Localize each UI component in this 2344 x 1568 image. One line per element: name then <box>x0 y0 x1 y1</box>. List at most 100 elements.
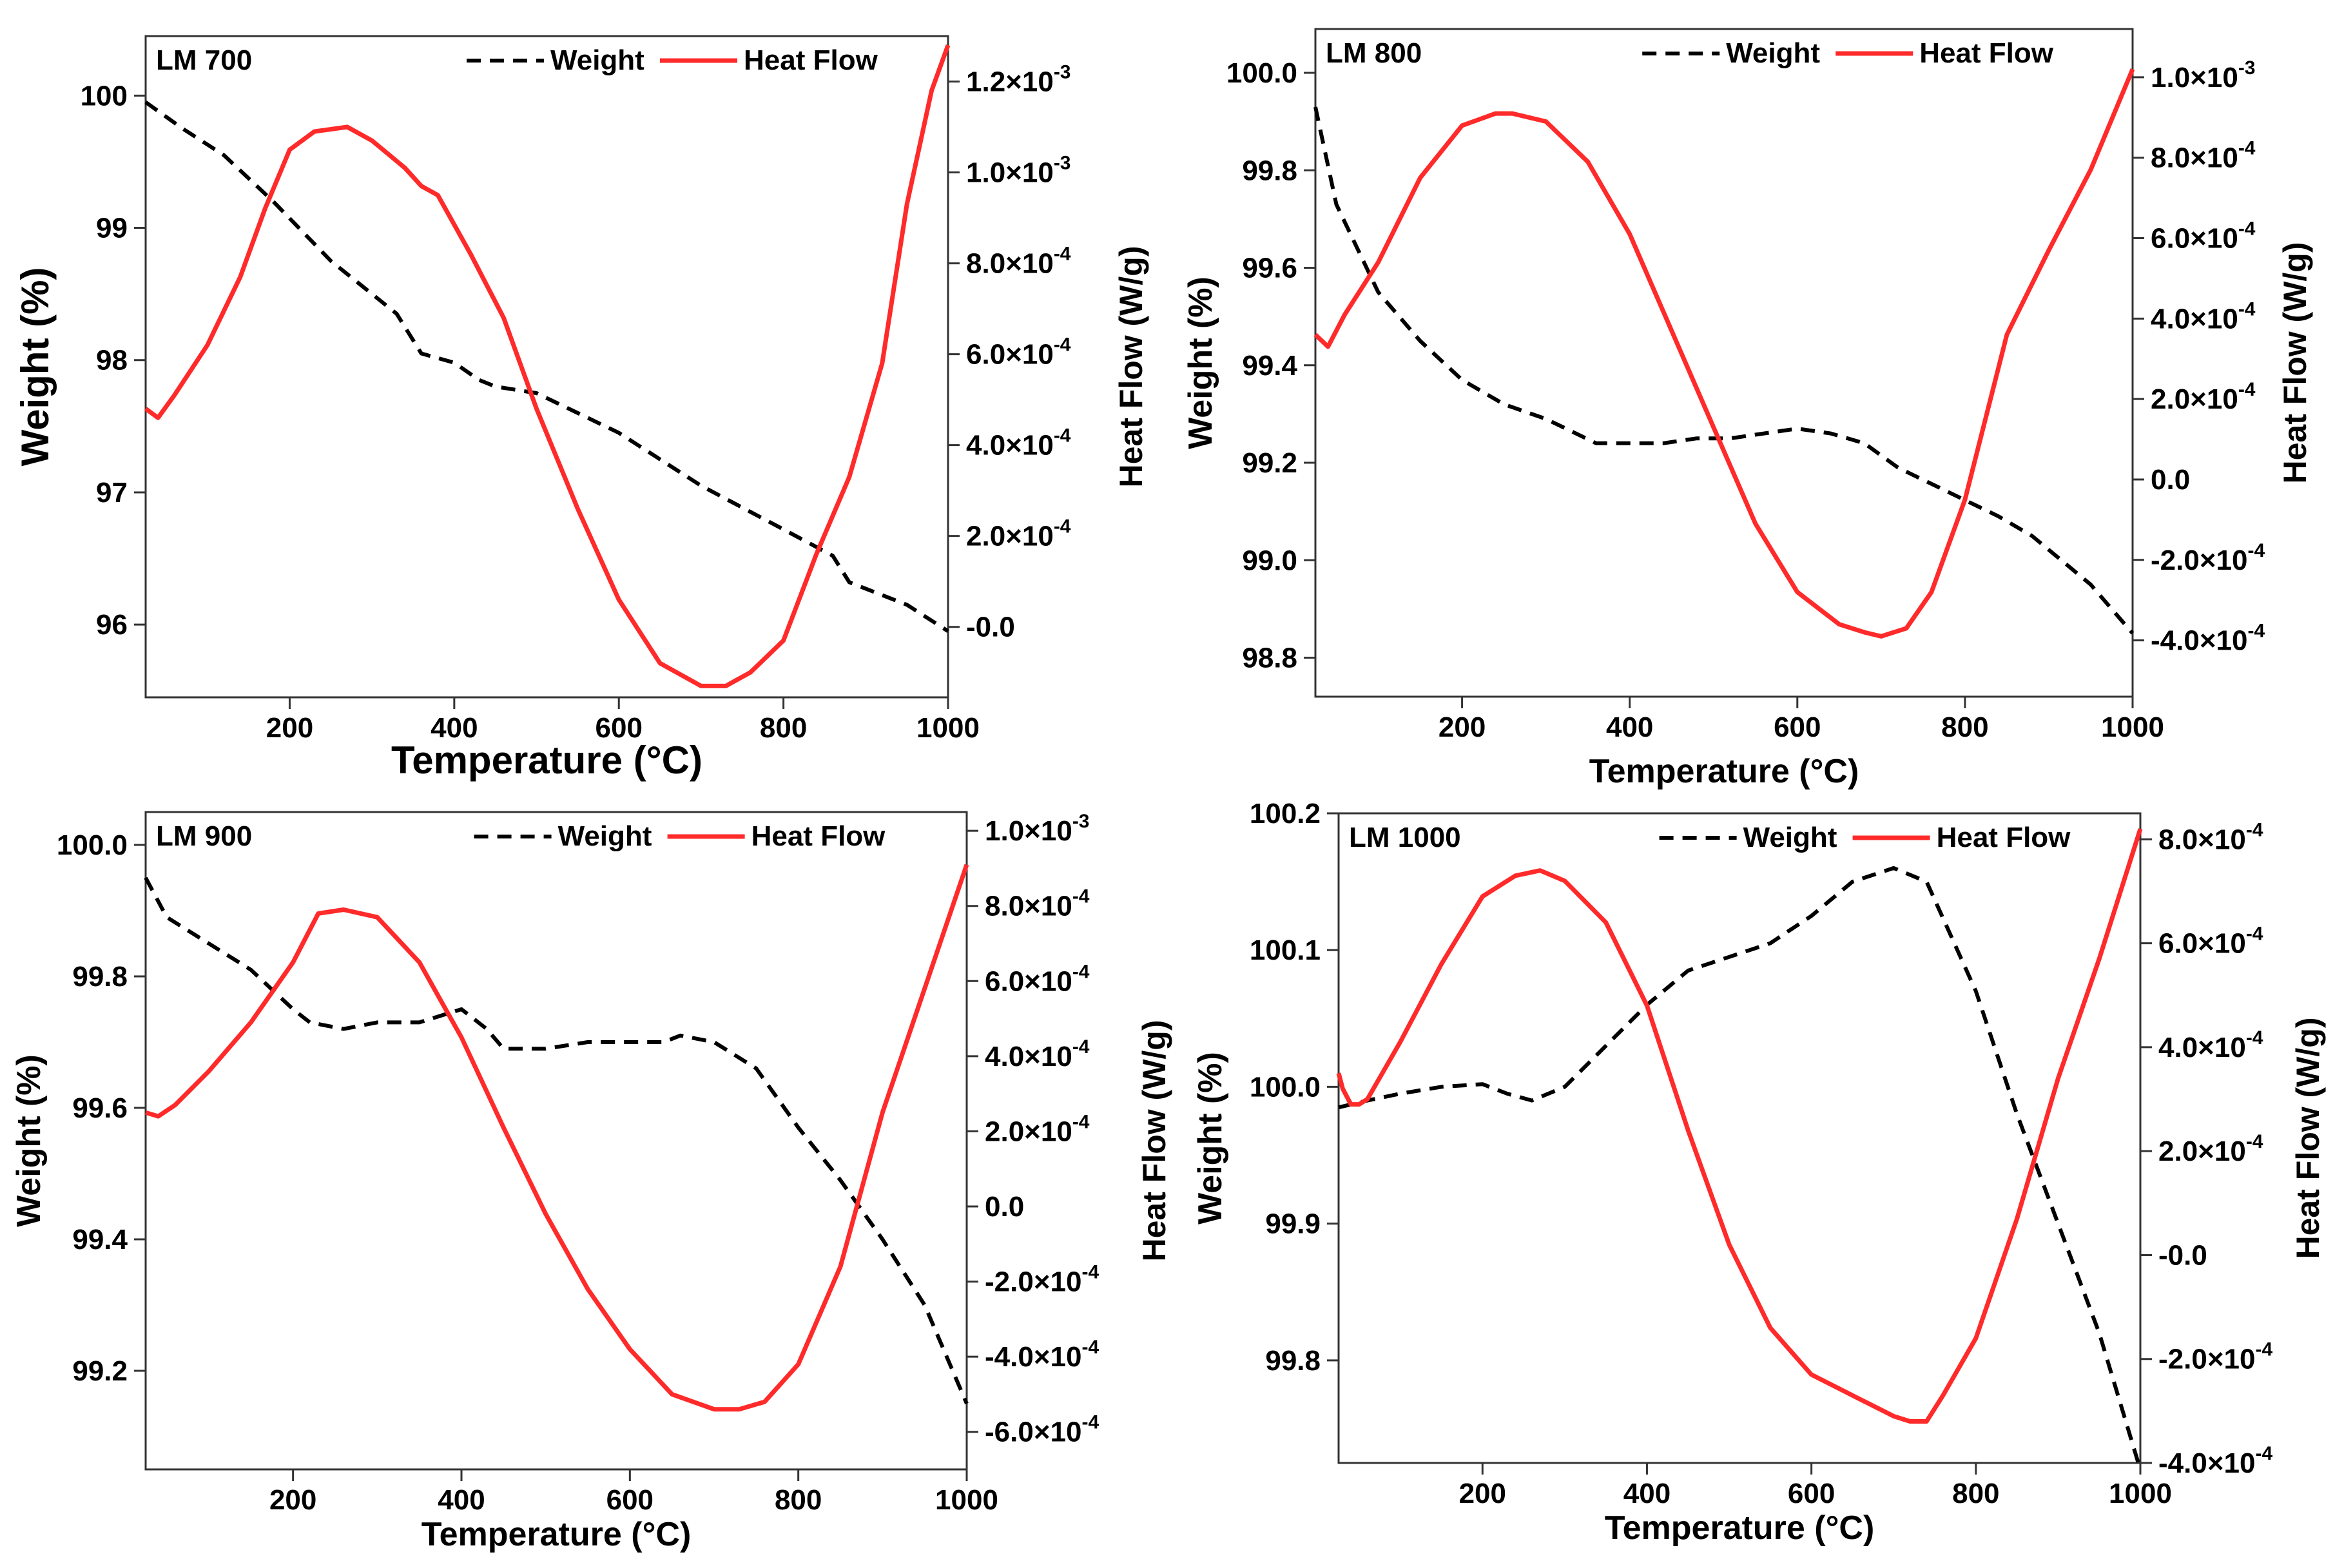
x-tick-label: 600 <box>606 1484 654 1516</box>
y-right-axis-label: Heat Flow (W/g) <box>2277 242 2313 484</box>
y-right-tick-mantissa: 8.0×10 <box>2158 824 2246 855</box>
heat-flow-series-line <box>144 44 951 688</box>
x-tick-label: 400 <box>438 1484 485 1516</box>
y-right-tick-exponent: -4 <box>2238 138 2256 159</box>
y-left-tick-label: 98.8 <box>1242 643 1297 674</box>
y-right-tick-label: 1.0×10-3 <box>966 153 1071 189</box>
y-left-axis-label: Weight (%) <box>10 1054 48 1227</box>
y-right-tick-exponent: -4 <box>2246 1027 2263 1049</box>
weight-series-line <box>1338 866 2142 1471</box>
y-right-tick-exponent: -4 <box>2238 379 2256 400</box>
x-axis-label: Temperature (°C) <box>1605 1509 1875 1547</box>
y-right-tick-exponent: -3 <box>2238 57 2256 79</box>
plot-frame <box>144 811 968 1471</box>
y-right-tick-label: 4.0×10-4 <box>2151 298 2256 334</box>
y-right-tick-exponent: -4 <box>1054 425 1071 447</box>
x-tick-label: 800 <box>775 1484 822 1516</box>
legend-weight-label: Weight <box>550 44 644 76</box>
y-right-tick-mantissa: 2.0×10 <box>966 521 1054 552</box>
x-axis-label: Temperature (°C) <box>391 739 702 782</box>
y-left-tick-label: 99.2 <box>1242 447 1297 479</box>
y-left-tick-label: 96 <box>96 609 128 641</box>
y-right-tick-mantissa: 0.0 <box>985 1191 1024 1223</box>
y-right-tick-label: 8.0×10-4 <box>2158 819 2263 855</box>
panel-label: LM 800 <box>1326 37 1422 69</box>
y-right-tick-mantissa: 6.0×10 <box>966 339 1054 371</box>
x-tick-label: 800 <box>1941 711 1988 743</box>
legend-weight-label: Weight <box>1743 822 1837 853</box>
y-right-tick-mantissa: -2.0×10 <box>985 1266 1081 1298</box>
panel-label: LM 700 <box>156 44 252 76</box>
panel-label: LM 900 <box>156 820 252 852</box>
y-right-tick-exponent: -4 <box>2246 924 2263 945</box>
y-right-tick-label: -4.0×10-4 <box>2158 1443 2272 1479</box>
y-right-tick-mantissa: -0.0 <box>966 612 1015 643</box>
panel-lm-1000: 200 400 600 800 1000 99.8 99.9 100.0 100.1 100.2 -… <box>1192 798 2326 1547</box>
y-right-axis-label: Heat Flow (W/g) <box>1136 1020 1172 1262</box>
plot-frame <box>1314 28 2134 698</box>
y-right-tick-mantissa: -4.0×10 <box>2158 1447 2255 1479</box>
x-tick-label: 1000 <box>2101 711 2164 743</box>
weight-series-line <box>144 876 969 1405</box>
x-tick-label: 1000 <box>2109 1478 2172 1509</box>
y-right-tick-exponent: -4 <box>2246 1131 2263 1152</box>
y-right-tick-mantissa: 1.0×10 <box>2151 62 2238 93</box>
y-left-tick-label: 99.4 <box>72 1224 128 1255</box>
y-right-tick-label: 2.0×10-4 <box>2158 1131 2263 1167</box>
legend-heat-flow-label: Heat Flow <box>744 44 878 76</box>
y-right-tick-exponent: -4 <box>1054 244 1071 265</box>
y-right-tick-label: 6.0×10-4 <box>2158 924 2263 960</box>
x-tick-label: 400 <box>1623 1478 1671 1509</box>
x-axis-label: Temperature (°C) <box>421 1516 692 1553</box>
y-left-tick-label: 99.6 <box>72 1092 128 1124</box>
y-right-tick-mantissa: 8.0×10 <box>985 891 1072 922</box>
y-right-tick-mantissa: -0.0 <box>2158 1239 2207 1271</box>
y-right-tick-label: 4.0×10-4 <box>966 425 1071 461</box>
y-right-tick-mantissa: 6.0×10 <box>985 965 1072 997</box>
y-right-tick-exponent: -4 <box>1072 961 1090 982</box>
y-right-tick-mantissa: 4.0×10 <box>2158 1032 2246 1063</box>
y-right-tick-exponent: -4 <box>2255 1339 2272 1360</box>
y-right-tick-exponent: -3 <box>1072 811 1090 832</box>
y-right-tick-label: 6.0×10-4 <box>985 961 1090 997</box>
y-right-tick-label: 4.0×10-4 <box>2158 1027 2263 1063</box>
y-right-tick-exponent: -4 <box>1081 1412 1099 1433</box>
y-right-tick-exponent: -4 <box>1072 1111 1090 1132</box>
y-right-tick-exponent: -4 <box>1072 1036 1090 1058</box>
y-right-tick-mantissa: 1.2×10 <box>966 66 1054 98</box>
x-tick-label: 200 <box>1438 711 1486 743</box>
y-right-tick-mantissa: 2.0×10 <box>2158 1136 2246 1167</box>
y-right-tick-label: -2.0×10-4 <box>2158 1339 2272 1375</box>
y-left-tick-label: 99 <box>96 213 128 244</box>
weight-series-line <box>1313 106 2135 635</box>
y-right-tick-label: -6.0×10-4 <box>985 1412 1099 1448</box>
y-right-tick-mantissa: 2.0×10 <box>2151 383 2238 415</box>
y-right-tick-label: 1.0×10-3 <box>985 811 1090 847</box>
x-tick-label: 800 <box>760 712 807 744</box>
x-tick-label: 600 <box>596 712 643 744</box>
plot-frame <box>1337 812 2142 1464</box>
x-tick-label: 1000 <box>916 712 980 744</box>
x-tick-label: 600 <box>1788 1478 1835 1509</box>
x-tick-label: 200 <box>266 712 313 744</box>
y-right-tick-label: 1.2×10-3 <box>966 62 1071 98</box>
y-right-tick-exponent: -4 <box>1054 516 1071 537</box>
y-right-tick-mantissa: 4.0×10 <box>966 430 1054 461</box>
y-right-tick-label: -2.0×10-4 <box>985 1262 1099 1298</box>
y-right-tick-label: -0.0 <box>966 612 1015 643</box>
y-left-tick-label: 99.6 <box>1242 253 1297 284</box>
y-right-tick-mantissa: 2.0×10 <box>985 1116 1072 1147</box>
y-right-tick-mantissa: 0.0 <box>2151 464 2190 496</box>
y-right-tick-mantissa: -4.0×10 <box>985 1341 1081 1373</box>
y-left-tick-label: 99.8 <box>1242 155 1297 186</box>
y-left-axis-label: Weight (%) <box>1182 276 1219 449</box>
y-left-tick-label: 99.9 <box>1265 1208 1321 1240</box>
y-left-axis-label: Weight (%) <box>14 267 57 467</box>
y-right-tick-exponent: -4 <box>2255 1443 2272 1464</box>
y-right-tick-label: -0.0 <box>2158 1239 2207 1271</box>
y-right-tick-mantissa: 4.0×10 <box>985 1041 1072 1072</box>
y-right-tick-mantissa: 4.0×10 <box>2151 303 2238 334</box>
y-right-tick-label: 0.0 <box>985 1191 1024 1223</box>
y-right-tick-exponent: -4 <box>2246 819 2263 840</box>
y-right-tick-label: 4.0×10-4 <box>985 1036 1090 1072</box>
